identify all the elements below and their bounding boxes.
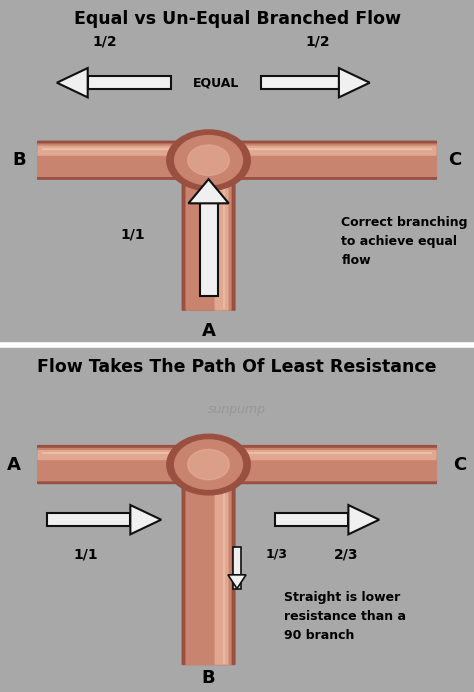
Text: 1/1: 1/1	[73, 547, 98, 561]
Polygon shape	[348, 505, 379, 534]
Polygon shape	[339, 68, 370, 98]
Polygon shape	[130, 505, 161, 534]
FancyBboxPatch shape	[37, 143, 437, 177]
FancyBboxPatch shape	[185, 160, 232, 311]
Text: 1/2: 1/2	[305, 35, 330, 48]
FancyBboxPatch shape	[88, 76, 171, 89]
FancyBboxPatch shape	[215, 464, 228, 665]
Text: A: A	[7, 455, 21, 473]
Text: 1/2: 1/2	[92, 35, 117, 48]
Text: sunpump: sunpump	[208, 403, 266, 416]
FancyBboxPatch shape	[37, 146, 437, 156]
FancyBboxPatch shape	[47, 513, 130, 526]
Circle shape	[167, 434, 250, 495]
Circle shape	[188, 449, 229, 480]
FancyBboxPatch shape	[185, 464, 232, 665]
FancyBboxPatch shape	[182, 160, 236, 311]
FancyBboxPatch shape	[37, 140, 437, 180]
FancyBboxPatch shape	[37, 450, 437, 460]
Text: 2/3: 2/3	[334, 547, 358, 561]
Circle shape	[174, 136, 242, 185]
Circle shape	[188, 145, 229, 175]
Text: A: A	[201, 322, 216, 340]
Circle shape	[167, 130, 250, 190]
Polygon shape	[57, 68, 88, 98]
FancyBboxPatch shape	[182, 464, 236, 665]
Text: 1/3: 1/3	[265, 547, 287, 561]
Text: C: C	[453, 455, 466, 473]
Polygon shape	[189, 179, 228, 203]
FancyBboxPatch shape	[200, 203, 218, 296]
FancyBboxPatch shape	[233, 547, 241, 589]
FancyBboxPatch shape	[215, 160, 228, 311]
Circle shape	[174, 440, 242, 489]
Text: EQUAL: EQUAL	[192, 76, 239, 89]
FancyBboxPatch shape	[37, 448, 437, 482]
Text: Straight is lower
resistance than a
90 branch: Straight is lower resistance than a 90 b…	[284, 591, 406, 641]
Text: B: B	[12, 152, 26, 170]
FancyBboxPatch shape	[275, 513, 348, 526]
FancyBboxPatch shape	[261, 76, 339, 89]
Text: C: C	[448, 152, 462, 170]
Text: 1/1: 1/1	[120, 228, 145, 242]
FancyBboxPatch shape	[37, 445, 437, 484]
Text: B: B	[202, 669, 215, 687]
Text: Correct branching
to achieve equal
flow: Correct branching to achieve equal flow	[341, 216, 468, 266]
Text: Flow Takes The Path Of Least Resistance: Flow Takes The Path Of Least Resistance	[37, 358, 437, 376]
Polygon shape	[228, 575, 246, 589]
Text: Equal vs Un-Equal Branched Flow: Equal vs Un-Equal Branched Flow	[73, 10, 401, 28]
